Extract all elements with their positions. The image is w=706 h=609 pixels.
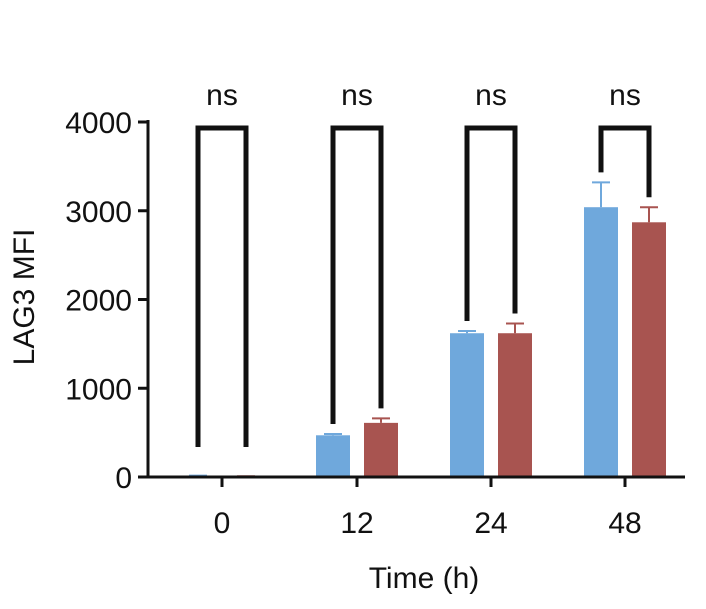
- x-tick-label: 48: [608, 507, 641, 540]
- significance-brackets: ns ns ns ns: [195, 79, 652, 447]
- bar-s1-24: [450, 333, 484, 477]
- bar-s2-24: [498, 333, 532, 477]
- y-axis-ticks: 0 1000 2000 3000 4000: [65, 107, 148, 495]
- x-tick-label: 24: [474, 507, 507, 540]
- y-tick-label: 1000: [65, 373, 132, 406]
- bar-s2-12: [364, 422, 398, 477]
- x-axis-label: Time (h): [369, 562, 480, 595]
- y-tick-label: 0: [115, 462, 132, 495]
- bar-s1-48: [584, 207, 618, 477]
- y-tick-label: 4000: [65, 107, 132, 140]
- bar-s1-12: [316, 435, 350, 477]
- y-tick-label: 3000: [65, 196, 132, 229]
- bracket-12: [330, 125, 384, 424]
- x-axis-ticks: 0 12 24 48: [214, 477, 642, 540]
- y-tick-label: 2000: [65, 285, 132, 318]
- bars: [181, 207, 666, 477]
- bracket-24: [464, 125, 518, 322]
- x-tick-label: 0: [214, 507, 231, 540]
- bar-s2-48: [632, 222, 666, 477]
- significance-label: ns: [206, 79, 238, 112]
- significance-label: ns: [475, 79, 507, 112]
- significance-label: ns: [609, 79, 641, 112]
- bracket-0: [195, 125, 249, 447]
- y-axis-label: LAG3 MFI: [8, 229, 41, 366]
- x-tick-label: 12: [340, 507, 373, 540]
- bracket-48: [598, 125, 652, 198]
- significance-label: ns: [341, 79, 373, 112]
